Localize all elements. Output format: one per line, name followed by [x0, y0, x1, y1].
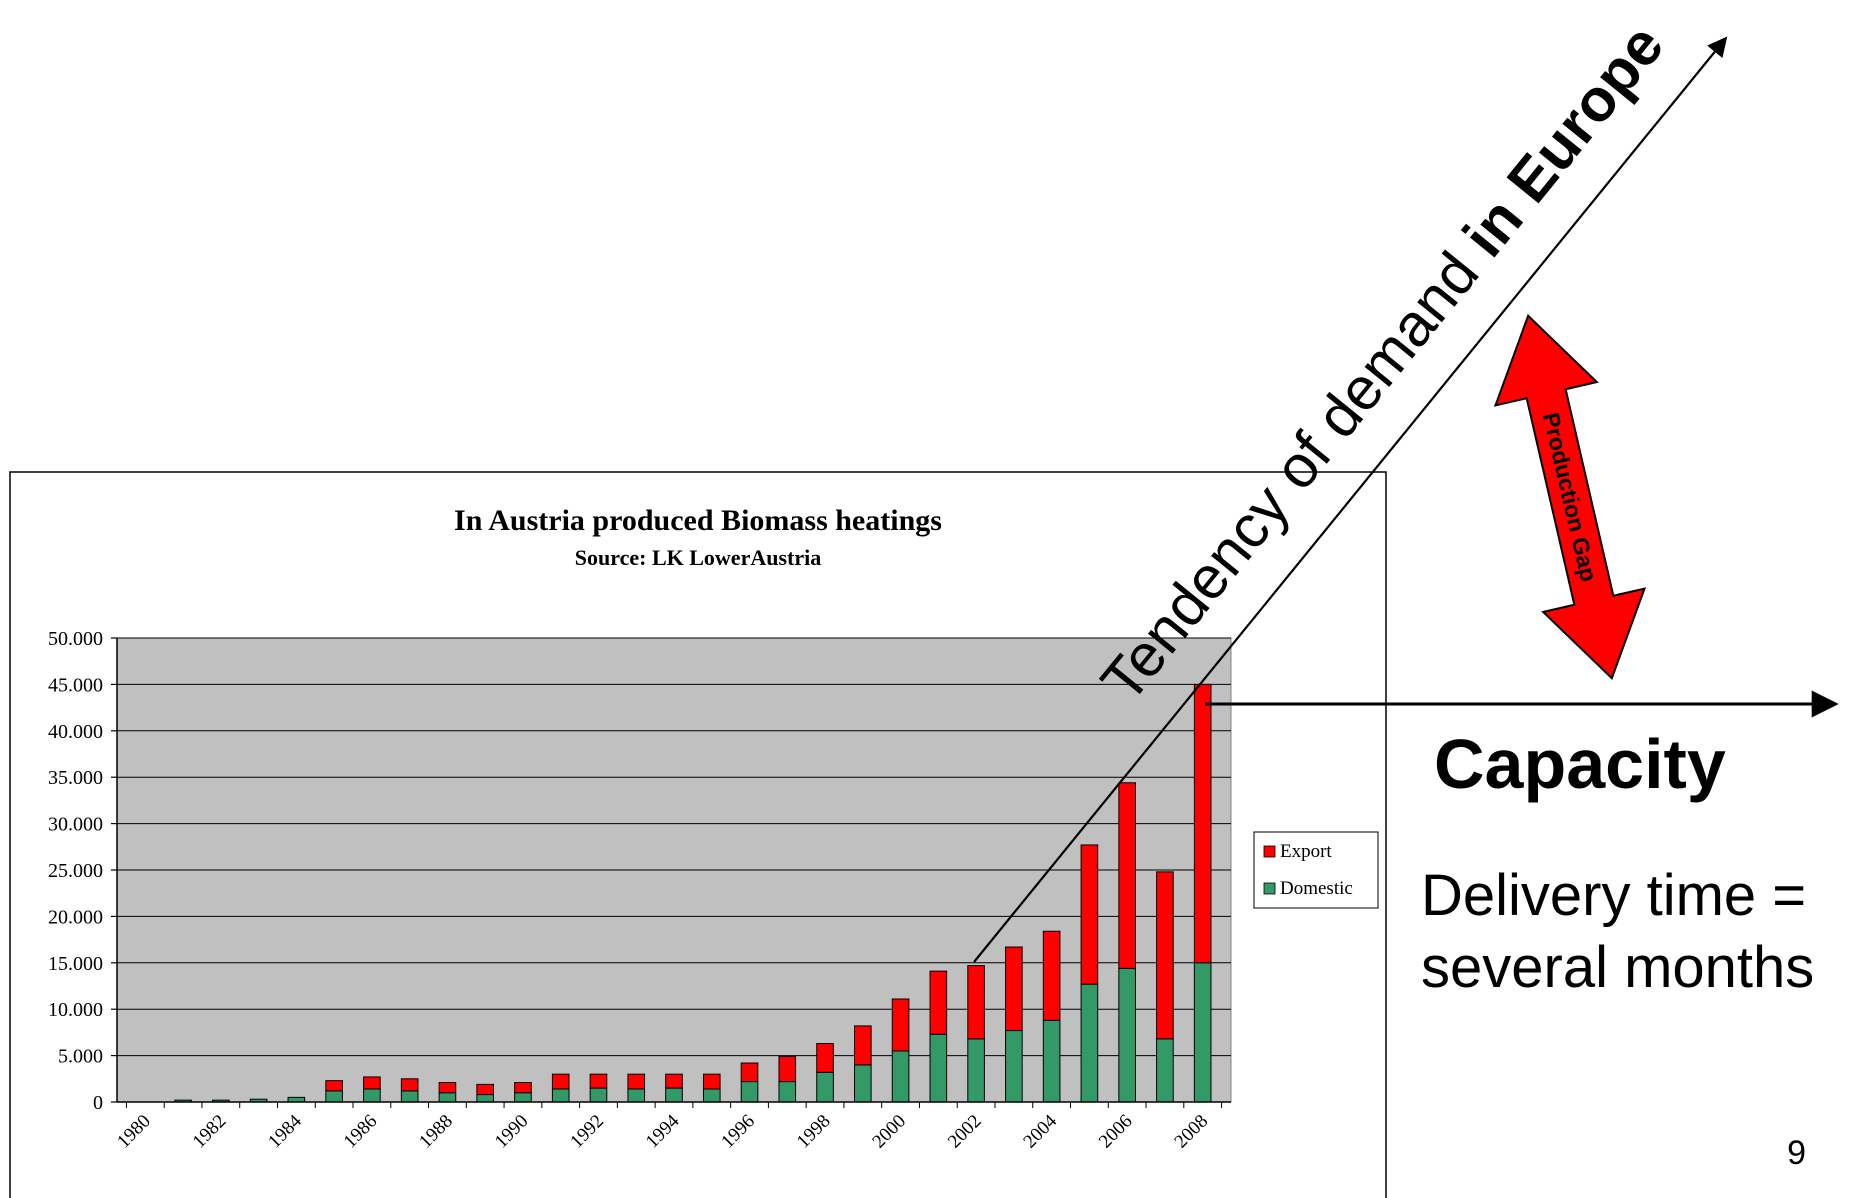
legend-swatch-export [1263, 845, 1276, 858]
bar-export-1988 [438, 1082, 457, 1094]
bar-domestic-2001 [929, 1033, 948, 1103]
bar-export-1997 [778, 1056, 797, 1083]
bar-export-1994 [665, 1073, 683, 1089]
y-tick-label: 25.000 [48, 860, 103, 882]
bar-domestic-1987 [400, 1090, 419, 1103]
bar-domestic-2002 [967, 1038, 985, 1103]
bar-export-1991 [551, 1073, 570, 1090]
bar-domestic-1990 [514, 1092, 532, 1103]
bar-domestic-2008 [1193, 962, 1212, 1103]
bar-export-2000 [891, 998, 910, 1052]
bar-export-1989 [476, 1083, 494, 1096]
bar-export-1986 [363, 1076, 381, 1090]
bar-export-2004 [1042, 930, 1061, 1021]
bar-export-2003 [1005, 946, 1023, 1032]
bar-domestic-2007 [1156, 1038, 1174, 1103]
legend-box [1253, 831, 1379, 909]
bar-export-1998 [816, 1043, 834, 1073]
legend-label-domestic: Domestic [1280, 878, 1353, 899]
bar-export-2008 [1193, 683, 1212, 964]
bar-domestic-1998 [816, 1071, 834, 1103]
bar-export-1996 [740, 1062, 759, 1083]
bars [174, 683, 1212, 1103]
bar-export-2007 [1156, 871, 1174, 1040]
y-tick-label: 0 [93, 1092, 103, 1114]
bar-domestic-2000 [891, 1050, 910, 1103]
y-tick-label: 5.000 [58, 1046, 103, 1068]
bar-domestic-2004 [1042, 1019, 1061, 1103]
bar-domestic-1989 [476, 1094, 494, 1103]
y-tick-label: 50.000 [48, 628, 103, 650]
bar-export-2006 [1118, 782, 1136, 969]
legend-label-export: Export [1280, 841, 1332, 862]
page-number: 9 [1787, 1134, 1806, 1172]
delivery-time-line2: several months [1421, 935, 1814, 1000]
y-tick-label: 20.000 [48, 906, 103, 928]
capacity-label: Capacity [1434, 725, 1726, 803]
production-gap-arrow: Production Gap [1493, 313, 1647, 681]
bar-domestic-1988 [438, 1092, 457, 1103]
bar-domestic-1999 [854, 1064, 872, 1103]
bar-export-1990 [514, 1082, 532, 1094]
bar-domestic-1997 [778, 1081, 797, 1103]
y-tick-label: 35.000 [48, 767, 103, 789]
bar-export-2005 [1080, 844, 1099, 985]
chart-title: In Austria produced Biomass heatings [454, 504, 942, 537]
legend-swatch-domestic [1263, 882, 1276, 895]
legend: Export Domestic [1253, 831, 1379, 909]
bar-export-1995 [702, 1073, 721, 1090]
demand-tendency-line [973, 36, 1728, 963]
bar-domestic-1986 [363, 1088, 381, 1103]
bar-domestic-1991 [551, 1088, 570, 1103]
bar-export-1992 [589, 1073, 608, 1089]
bar-export-1985 [325, 1080, 343, 1092]
bar-export-1999 [854, 1025, 872, 1066]
bar-domestic-2006 [1118, 967, 1136, 1103]
y-tick-label: 45.000 [48, 674, 103, 696]
bar-domestic-1992 [589, 1087, 608, 1103]
bar-export-2001 [929, 970, 948, 1035]
bar-domestic-2005 [1080, 983, 1099, 1103]
delivery-time-line1: Delivery time = [1421, 863, 1806, 928]
bar-domestic-1985 [325, 1090, 343, 1103]
bar-export-1993 [627, 1073, 646, 1090]
chart-subtitle: Source: LK LowerAustria [575, 545, 821, 570]
y-tick-label: 40.000 [48, 721, 103, 743]
y-tick-labels: 0 5.000 10.000 15.000 20.000 25.000 30.000 35.0… [48, 628, 117, 1114]
double-arrow-shape [1493, 313, 1647, 681]
bar-domestic-2003 [1005, 1030, 1023, 1103]
bar-export-2002 [967, 965, 985, 1040]
y-tick-label: 30.000 [48, 814, 103, 836]
bar-domestic-1996 [740, 1081, 759, 1103]
bar-domestic-1993 [627, 1088, 646, 1103]
y-tick-label: 15.000 [48, 953, 103, 975]
bar-export-1987 [400, 1078, 419, 1092]
y-tick-label: 10.000 [48, 999, 103, 1021]
bar-domestic-1994 [665, 1087, 683, 1103]
bar-domestic-1995 [702, 1088, 721, 1103]
